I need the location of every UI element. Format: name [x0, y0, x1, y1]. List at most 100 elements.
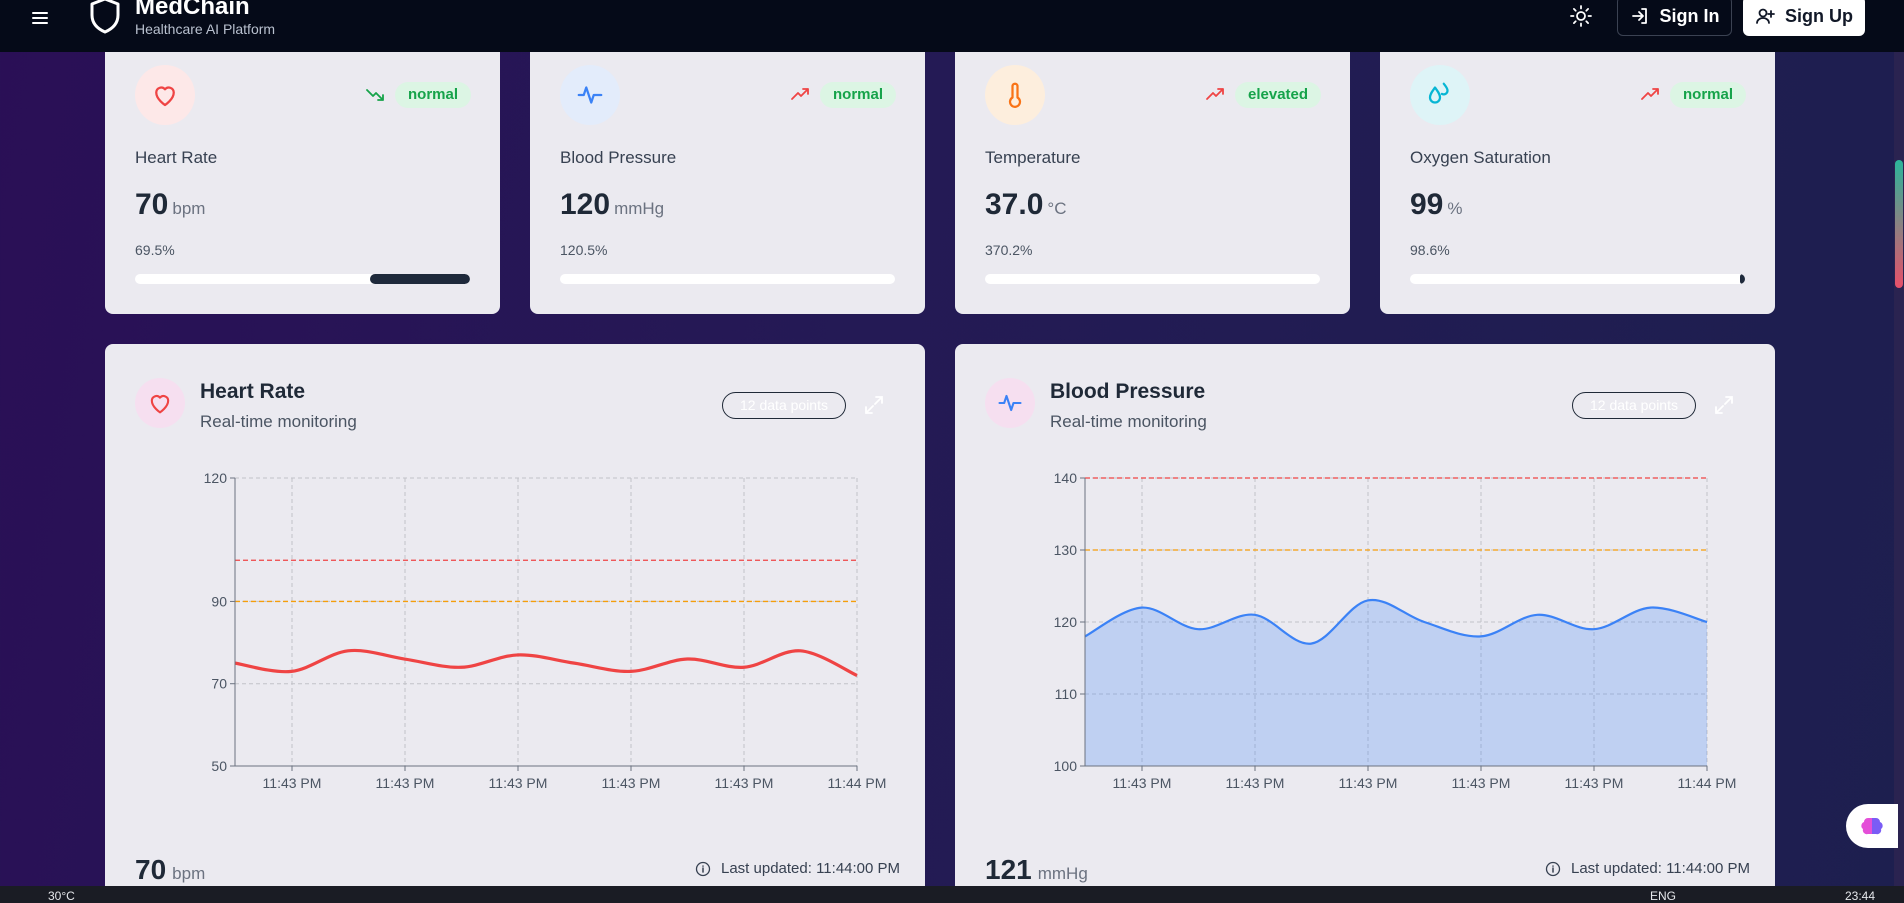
stat-number: 99 [1410, 188, 1444, 221]
heart-icon [150, 395, 170, 414]
brain-icon [1861, 818, 1883, 835]
progress-bar [560, 274, 895, 284]
expand-icon[interactable] [862, 393, 886, 417]
stat-unit: % [1447, 199, 1463, 218]
stat-value: 99% [1410, 188, 1463, 222]
trending-up-icon [1641, 88, 1659, 100]
y-tick-label: 110 [1055, 686, 1078, 702]
stat-card-temperature: elevated Temperature 37.0 °C 370.2% [955, 52, 1350, 314]
thermometer-icon [1008, 82, 1022, 108]
stat-card-heart-rate: normal Heart Rate 70 bpm 69.5% [105, 52, 500, 314]
stat-icon-wrap [560, 65, 620, 125]
sign-up-label: Sign Up [1785, 5, 1853, 26]
series-line [1084, 598, 1708, 645]
stat-icon-wrap [1410, 65, 1470, 125]
chart-subtitle: Real-time monitoring [1050, 412, 1207, 431]
x-tick-label: 11:43 PM [1113, 775, 1172, 791]
last-updated: Last updated: 11:44:00 PM [1545, 860, 1750, 877]
stat-percent: 69.5% [135, 242, 175, 258]
chart-card-heart-rate: Heart Rate Real-time monitoring 12 data … [105, 344, 925, 903]
progress-fill [1740, 274, 1745, 284]
last-updated-text: Last updated: 11:44:00 PM [721, 860, 901, 877]
brand-name: MedChain [135, 0, 250, 20]
progress-bar [1410, 274, 1745, 284]
info-icon [695, 861, 711, 876]
y-tick-label: 130 [1054, 542, 1078, 558]
x-tick-label: 11:43 PM [263, 775, 322, 791]
expand-icon[interactable] [1712, 393, 1736, 417]
heart-icon [155, 86, 175, 107]
y-tick-label: 120 [1054, 614, 1078, 630]
stat-card-oxygen-saturation: normal Oxygen Saturation 99% 98.6% [1380, 52, 1775, 314]
chart-title: Heart Rate [200, 380, 306, 403]
sign-in-button[interactable]: Sign In [1617, 0, 1732, 36]
stat-label: Temperature [985, 148, 1081, 167]
y-tick-label: 90 [211, 593, 227, 609]
y-tick-label: 100 [1054, 758, 1078, 774]
trending-up-icon [791, 88, 809, 100]
x-tick-label: 11:43 PM [715, 775, 774, 791]
x-tick-label: 11:43 PM [1339, 775, 1398, 791]
chart-subtitle: Real-time monitoring [200, 412, 357, 431]
activity-icon [998, 394, 1022, 412]
status-badge: normal [1670, 82, 1747, 108]
trending-down-icon [366, 89, 384, 101]
stat-label: Heart Rate [135, 148, 218, 167]
x-tick-label: 11:43 PM [1226, 775, 1285, 791]
status-badge: elevated [1235, 82, 1322, 108]
menu-icon[interactable] [30, 8, 50, 28]
stat-unit: °C [1047, 199, 1067, 218]
x-tick-label: 11:43 PM [376, 775, 435, 791]
ai-assistant-button[interactable] [1846, 804, 1898, 848]
sun-icon[interactable] [1568, 3, 1594, 29]
status-badge: normal [820, 82, 897, 108]
y-tick-label: 140 [1054, 470, 1078, 486]
y-tick-label: 70 [211, 676, 227, 692]
progress-bar [135, 274, 470, 284]
progress-bar [985, 274, 1320, 284]
brand-tagline: Healthcare AI Platform [135, 21, 276, 37]
x-tick-label: 11:43 PM [1565, 775, 1624, 791]
brand: MedChain Healthcare AI Platform [135, 0, 275, 37]
stat-percent: 120.5% [560, 242, 608, 258]
top-navbar: MedChain Healthcare AI Platform Sign In … [0, 0, 1904, 52]
taskbar-clock[interactable]: 23:44 [1845, 889, 1876, 903]
series-line [234, 648, 858, 677]
current-value: 121 [985, 854, 1032, 885]
sign-up-button[interactable]: Sign Up [1743, 0, 1865, 36]
blood-pressure-chart: 100 110 120 130 140 11:43 PM 11:43 PM 11:43 PM 1… [1054, 470, 1737, 791]
progress-fill [369, 274, 470, 284]
x-tick-label: 11:44 PM [1678, 775, 1737, 791]
shield-logo-icon [90, 0, 120, 34]
series-area [1085, 599, 1707, 766]
scrollbar-track[interactable] [1894, 52, 1904, 886]
taskbar-weather[interactable]: 30°C [48, 889, 75, 903]
stat-card-blood-pressure: normal Blood Pressure 120 mmHg 120.5% [530, 52, 925, 314]
stat-value: 120 mmHg [560, 188, 664, 222]
current-value: 70 [135, 854, 167, 885]
stat-number: 120 [560, 188, 611, 221]
last-updated: Last updated: 11:44:00 PM [695, 860, 900, 877]
stat-unit: bpm [172, 199, 206, 218]
status-badge: normal [395, 82, 472, 108]
info-icon [1545, 861, 1561, 876]
y-tick-label: 50 [211, 758, 227, 774]
scrollbar-thumb[interactable] [1895, 160, 1903, 288]
sign-in-label: Sign In [1659, 5, 1720, 26]
x-tick-label: 11:43 PM [1452, 775, 1511, 791]
log-in-icon [1631, 8, 1647, 24]
user-plus-icon [1756, 8, 1775, 24]
x-tick-label: 11:43 PM [489, 775, 548, 791]
chart-card-blood-pressure: Blood Pressure Real-time monitoring 12 d… [955, 344, 1775, 903]
stat-value: 70 bpm [135, 188, 205, 222]
stat-label: Oxygen Saturation [1410, 148, 1551, 167]
data-points-badge: 12 data points [722, 392, 846, 419]
stat-icon-wrap [135, 65, 195, 125]
taskbar-language[interactable]: ENG [1650, 889, 1677, 903]
current-reading: 121 mmHg [985, 854, 1088, 886]
stat-label: Blood Pressure [560, 148, 677, 167]
x-tick-label: 11:44 PM [828, 775, 887, 791]
chart-title: Blood Pressure [1050, 380, 1206, 403]
stat-number: 37.0 [985, 188, 1044, 221]
data-points-badge: 12 data points [1572, 392, 1696, 419]
